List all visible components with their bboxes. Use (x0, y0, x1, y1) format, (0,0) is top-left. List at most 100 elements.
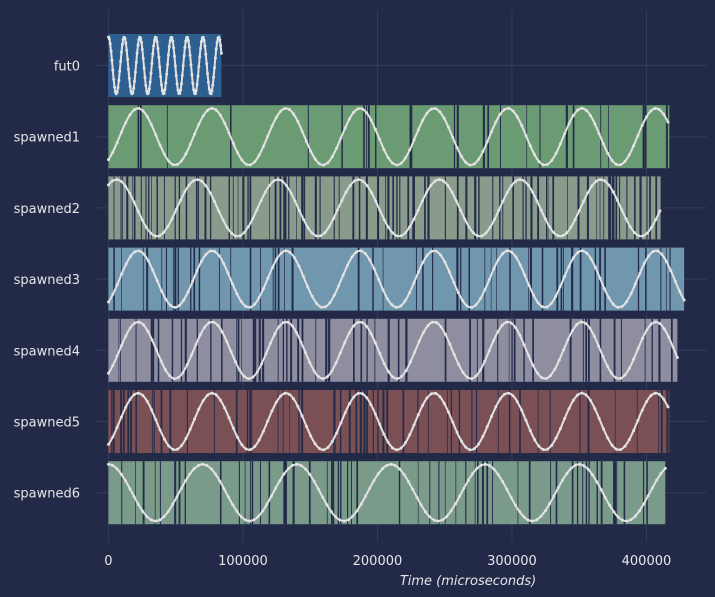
wave-point (554, 436, 558, 440)
wave-point (416, 270, 420, 274)
row-label: spawned2 (14, 202, 80, 217)
idle-stripe (577, 176, 580, 240)
wave-point (408, 225, 412, 229)
wave-point (589, 398, 592, 402)
wave-point (149, 71, 153, 75)
wave-point (451, 420, 455, 424)
wave-point (145, 399, 149, 403)
wave-point (412, 217, 416, 221)
idle-stripe (258, 318, 261, 382)
wave-point (178, 91, 182, 95)
wave-point (133, 250, 137, 254)
wave-point (274, 115, 278, 119)
idle-stripe (153, 390, 155, 453)
wave-point (662, 397, 666, 401)
idle-stripe (363, 105, 365, 169)
wave-point (153, 234, 157, 238)
row-label: fut0 (54, 60, 80, 75)
wave-point (115, 425, 119, 429)
wave-point (291, 463, 295, 467)
wave-point (301, 274, 305, 278)
wave-point (133, 79, 136, 83)
wave-point (115, 467, 119, 471)
idle-stripe (165, 247, 168, 311)
wave-point (369, 403, 373, 407)
wave-point (217, 209, 221, 213)
wave-point (277, 325, 281, 329)
wave-point (147, 87, 151, 91)
wave-point (597, 416, 601, 420)
wave-point (321, 377, 325, 381)
wave-point (172, 46, 176, 50)
idle-stripe (387, 176, 390, 240)
wave-point (532, 293, 536, 297)
idle-stripe (399, 176, 401, 240)
idle-stripe (409, 105, 412, 169)
wave-point (192, 88, 196, 92)
wave-point (172, 377, 176, 381)
wave-point (325, 503, 329, 507)
idle-stripe (302, 176, 304, 240)
wave-point (220, 330, 224, 334)
idle-stripe (556, 247, 559, 311)
wave-point (164, 81, 168, 85)
wave-point (461, 299, 465, 303)
wave-point (343, 126, 347, 130)
idle-stripe (172, 247, 174, 311)
wave-point (526, 183, 530, 187)
wave-point (673, 279, 677, 283)
idle-stripe (252, 318, 255, 382)
wave-point (479, 463, 483, 467)
wave-point (412, 138, 416, 142)
wave-point (539, 514, 543, 518)
wave-point (531, 190, 535, 194)
wave-point (573, 218, 577, 222)
wave-point (610, 158, 614, 162)
timeline-row-spawned1 (107, 105, 670, 169)
wave-point (590, 184, 594, 188)
wave-point (403, 441, 407, 445)
row-label: spawned3 (14, 273, 80, 288)
wave-point (317, 375, 320, 379)
idle-stripe (120, 390, 123, 453)
wave-point (378, 208, 382, 212)
wave-point (310, 294, 314, 298)
wave-point (235, 292, 239, 296)
wave-point (350, 255, 354, 259)
wave-point (623, 444, 627, 448)
wave-point (239, 300, 243, 304)
wave-point (611, 190, 615, 194)
wave-point (387, 370, 391, 374)
wave-point (184, 437, 188, 441)
idle-stripe (614, 390, 616, 453)
idle-stripe (159, 461, 161, 525)
wave-point (666, 120, 670, 124)
wave-point (381, 467, 385, 471)
wave-point (326, 161, 330, 165)
idle-stripe (422, 247, 424, 311)
timeline-row-fut0 (107, 34, 223, 97)
wave-point (131, 91, 135, 95)
wave-point (567, 264, 571, 268)
idle-stripe (669, 247, 671, 311)
wave-point (278, 479, 282, 483)
wave-point (216, 323, 220, 327)
wave-point (304, 467, 307, 471)
wave-point (589, 114, 592, 118)
wave-point (235, 509, 239, 513)
wave-point (330, 369, 334, 373)
wave-point (212, 320, 215, 324)
wave-point (619, 376, 622, 380)
wave-point (279, 394, 283, 398)
wave-point (483, 462, 487, 466)
wave-point (537, 159, 541, 163)
wave-point (413, 350, 417, 354)
wave-point (158, 143, 162, 147)
wave-point (346, 263, 350, 267)
wave-point (570, 329, 574, 333)
wave-point (494, 120, 498, 124)
wave-point (456, 291, 460, 295)
wave-point (322, 163, 326, 167)
idle-stripe (571, 461, 574, 525)
wave-point (268, 183, 272, 187)
